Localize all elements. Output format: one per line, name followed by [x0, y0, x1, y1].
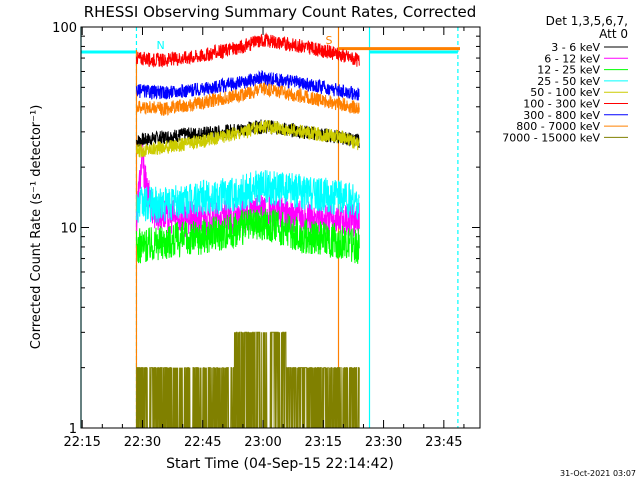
x-axis: 22:15 22:30 22:45 23:00 23:15 23:30 23:45	[63, 27, 465, 450]
y-tick-label: 1	[69, 422, 77, 437]
legend-header-line-2: Att 0	[599, 27, 628, 41]
x-tick-label: 23:00	[244, 435, 281, 450]
series-6-line	[136, 69, 360, 101]
legend-label: 300 - 800 keV	[523, 109, 600, 122]
y-tick-label: 100	[52, 21, 77, 36]
legend-label: 25 - 50 keV	[537, 75, 600, 88]
series-7-line	[136, 82, 360, 116]
footer-date: 31-Oct-2021 03:07	[560, 469, 636, 478]
legend-label: 7000 - 15000 keV	[502, 131, 600, 144]
x-tick-label: 23:15	[305, 435, 342, 450]
night-marker-label: N	[156, 39, 164, 52]
series-8-line	[136, 331, 360, 429]
legend-label: 100 - 300 keV	[523, 98, 600, 111]
saa-marker-label: S	[326, 34, 333, 47]
x-tick-label: 22:45	[184, 435, 221, 450]
x-tick-label: 23:45	[425, 435, 462, 450]
series-5-line	[136, 32, 360, 68]
y-axis-label: Corrected Count Rate (s⁻¹ detector⁻¹)	[29, 105, 44, 350]
x-axis-label: Start Time (04-Sep-15 22:14:42)	[166, 456, 394, 472]
x-tick-label: 22:15	[63, 435, 100, 450]
x-tick-label: 23:30	[365, 435, 402, 450]
legend-label: 12 - 25 keV	[537, 64, 600, 77]
y-tick-label: 10	[60, 222, 77, 237]
series-4-line	[136, 119, 360, 158]
legend-label: 3 - 6 keV	[551, 41, 600, 54]
legend-header-line-1: Det 1,3,5,6,7,	[546, 14, 628, 28]
legend-label: 50 - 100 keV	[530, 86, 600, 99]
series-3-line	[136, 170, 360, 223]
x-tick-label: 22:30	[124, 435, 161, 450]
y-axis: 1 10 100	[52, 21, 480, 437]
legend-label: 6 - 12 keV	[544, 52, 600, 65]
legend-label: 800 - 7000 keV	[516, 120, 600, 133]
chart-title: RHESSI Observing Summary Count Rates, Co…	[84, 3, 477, 21]
series-2-line	[136, 206, 360, 264]
